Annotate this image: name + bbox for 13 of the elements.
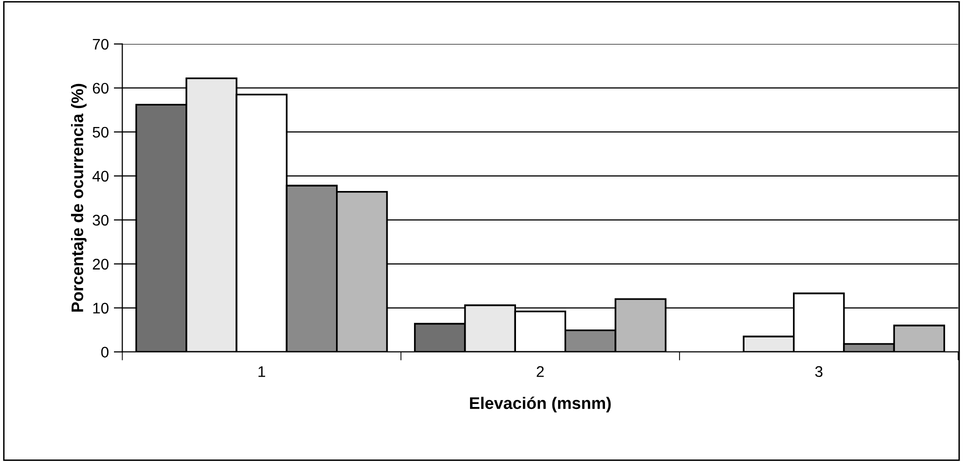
y-tick-label: 30 <box>92 214 109 226</box>
y-tick-label: 10 <box>93 302 109 314</box>
x-axis-title: Elevación (msnm) <box>470 396 611 412</box>
y-axis-title: Porcentaje de ocurrencia (%) <box>71 84 87 312</box>
y-tick-label: 50 <box>92 126 109 138</box>
y-tick-label: 20 <box>92 258 109 270</box>
y-tick-label: 70 <box>92 38 109 50</box>
y-tick-label: 0 <box>101 346 109 358</box>
y-tick-label: 60 <box>92 82 109 94</box>
x-tick-label: 3 <box>815 366 822 377</box>
y-tick-label: 40 <box>92 170 109 182</box>
x-tick-label: 2 <box>536 366 544 377</box>
x-tick-label: 1 <box>258 366 266 377</box>
